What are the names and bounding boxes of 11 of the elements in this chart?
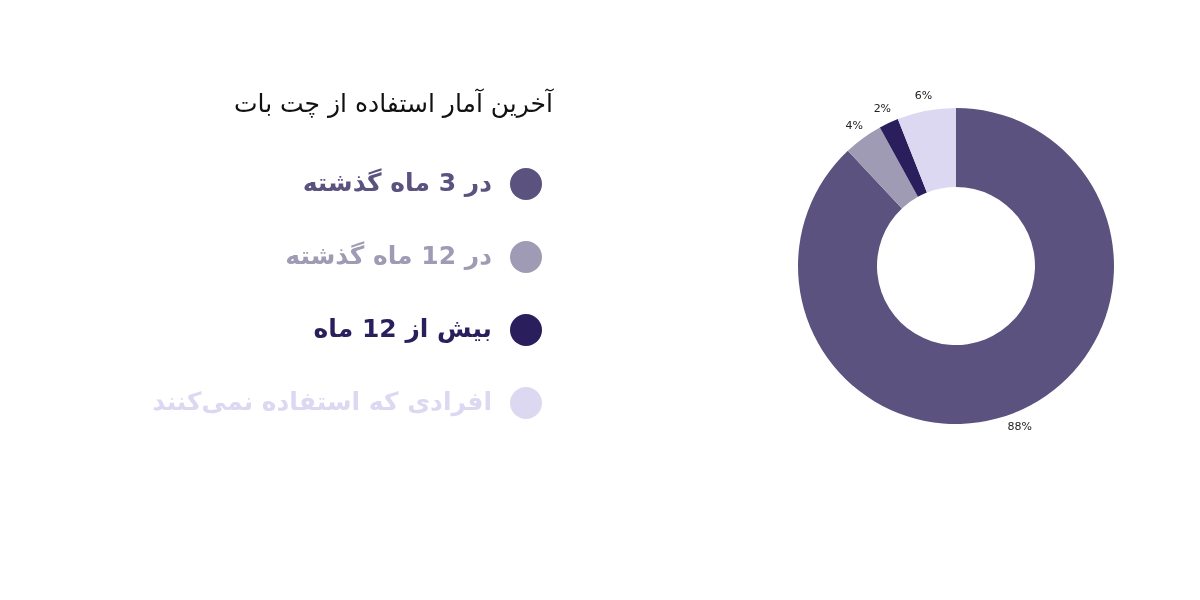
data-label: 4% bbox=[845, 119, 864, 133]
legend-label: بیش از 12 ماه bbox=[313, 314, 492, 343]
data-label: 2% bbox=[873, 102, 892, 116]
legend-label: در 3 ماه گذشته bbox=[302, 168, 493, 197]
donut-slice bbox=[897, 108, 956, 193]
data-label: 88% bbox=[1007, 419, 1032, 433]
data-label: 6% bbox=[914, 89, 933, 103]
donut-slice bbox=[879, 119, 927, 197]
donut-slice bbox=[847, 127, 918, 209]
legend-label: در 12 ماه گذشته bbox=[285, 241, 493, 270]
chart-title: آخرین آمار استفاده از چت بات bbox=[233, 88, 555, 118]
